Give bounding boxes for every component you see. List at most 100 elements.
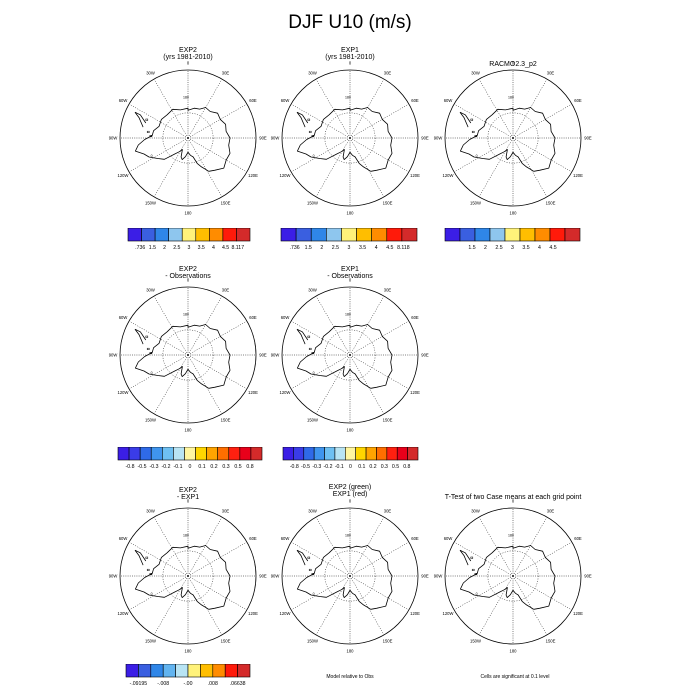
colorbar-box bbox=[303, 447, 315, 461]
colorbar-box bbox=[313, 447, 325, 461]
coast-label: 180 bbox=[508, 96, 514, 100]
meridian-line bbox=[349, 137, 385, 198]
meridian-line bbox=[290, 103, 351, 139]
panel-title-exp2-obs: EXP2- Observations bbox=[88, 266, 288, 280]
colorbar-tick-label: 0 bbox=[189, 464, 192, 470]
meridian-label: 150E bbox=[546, 639, 556, 644]
meridian-label: 60E bbox=[411, 98, 419, 103]
meridian-line bbox=[187, 354, 223, 415]
antarctic-peninsula bbox=[134, 111, 147, 128]
colorbar-tick-label: 3.5 bbox=[359, 245, 366, 251]
significance-note: Cells are significant at 0.1 level bbox=[480, 674, 550, 680]
meridian-label: 120W bbox=[118, 173, 129, 178]
meridian-label: 120W bbox=[443, 173, 454, 178]
colorbar-box bbox=[534, 228, 551, 242]
meridian-label: 30E bbox=[547, 509, 555, 514]
meridian-label: 180 bbox=[347, 211, 355, 216]
colorbar-box bbox=[138, 664, 152, 678]
colorbar-tick-label: 3 bbox=[348, 245, 351, 251]
meridian-line bbox=[512, 541, 573, 577]
colorbar-tick-label: 2 bbox=[163, 245, 166, 251]
meridian-label: 150W bbox=[470, 639, 481, 644]
coast-label: 180 bbox=[183, 534, 189, 538]
meridian-label: 60E bbox=[249, 98, 257, 103]
meridian-label: 30E bbox=[384, 509, 392, 514]
colorbar-box bbox=[150, 447, 163, 461]
colorbar-tick-label: -0.2 bbox=[162, 464, 171, 470]
meridian-line bbox=[349, 103, 410, 139]
colorbar-box bbox=[184, 447, 196, 461]
colorbar-tick-label: -0.3 bbox=[312, 464, 321, 470]
colorbar-tick-label: 3.5 bbox=[522, 245, 529, 251]
colorbar-tick-label: -0.8 bbox=[290, 464, 299, 470]
meridian-label: 0 bbox=[349, 61, 352, 66]
meridian-line bbox=[290, 137, 351, 173]
island-outline bbox=[145, 118, 149, 121]
colorbar-box bbox=[222, 228, 237, 242]
coast-label: 180 bbox=[345, 96, 351, 100]
coast-label: 0 bbox=[313, 592, 315, 596]
map-boundary bbox=[119, 507, 257, 645]
colorbar-tick-label: 4.5 bbox=[549, 245, 556, 251]
colorbar-box bbox=[345, 447, 356, 461]
meridian-label: 120E bbox=[410, 390, 420, 395]
meridian-line bbox=[478, 137, 514, 198]
colorbar-tick-label: .06638 bbox=[230, 681, 246, 687]
meridian-line bbox=[315, 516, 351, 577]
colorbar-box bbox=[341, 228, 357, 242]
colorbar-box bbox=[356, 228, 372, 242]
meridian-label: 30E bbox=[384, 71, 392, 76]
meridian-line bbox=[128, 103, 189, 139]
meridian-label: 90E bbox=[584, 136, 592, 141]
meridian-line bbox=[349, 575, 385, 636]
meridian-label: 120E bbox=[248, 173, 258, 178]
island-outline bbox=[145, 556, 149, 559]
polar-map-exp2-vs-exp1: 0 30E 60E 90E 120E 150E 180 150W 120W 90W 60W 30W 18… bbox=[271, 499, 429, 654]
polar-map-ttest: 0 30E 60E 90E 120E 150E 180 150W 120W 90W 60W 30W 18… bbox=[434, 499, 592, 654]
meridian-label: 30W bbox=[308, 288, 317, 293]
meridian-label: 120W bbox=[118, 611, 129, 616]
meridian-line bbox=[187, 541, 248, 577]
meridian-label: 180 bbox=[185, 211, 193, 216]
antarctic-peninsula bbox=[296, 328, 309, 345]
antarctic-coastline bbox=[297, 545, 393, 610]
polar-map-exp1-obs: 0 30E 60E 90E 120E 150E 180 150W 120W 90W 60W 30W 18… bbox=[271, 278, 429, 433]
meridian-label: 150W bbox=[145, 201, 156, 206]
meridian-label: 60W bbox=[119, 536, 128, 541]
meridian-label: 90E bbox=[259, 136, 267, 141]
colorbar-tick-label: 2.5 bbox=[495, 245, 502, 251]
colorbar-tick-label: 1.5 bbox=[149, 245, 156, 251]
colorbar-tick-label: -.00 bbox=[184, 681, 193, 687]
meridian-label: 120W bbox=[280, 173, 291, 178]
meridian-label: 60E bbox=[249, 315, 257, 320]
colorbar-box bbox=[195, 447, 207, 461]
colorbar-box bbox=[396, 447, 408, 461]
panel-title-exp1-obs: EXP1- Observations bbox=[250, 266, 450, 280]
meridian-line bbox=[478, 516, 514, 577]
panel-title-line: EXP2 (green) bbox=[328, 484, 372, 491]
meridian-label: 30E bbox=[222, 288, 230, 293]
colorbar-box bbox=[237, 664, 251, 678]
colorbar-cb-exp1-obs: -0.8 -0.5 -0.3 -0.2 -0.1 0 0.1 0.2 0.3 0.5 0.8 bbox=[282, 447, 419, 470]
colorbar-box bbox=[564, 228, 581, 242]
panel-title-exp2-vs-exp1: EXP2 (green) EXP1 (red) bbox=[250, 484, 450, 498]
meridian-label: 0 bbox=[512, 61, 515, 66]
island-outline bbox=[308, 347, 312, 350]
meridian-label: 90E bbox=[259, 574, 267, 579]
island-outline bbox=[471, 568, 475, 571]
colorbar-tick-label: 0.3 bbox=[222, 464, 229, 470]
meridian-label: 0 bbox=[349, 499, 352, 504]
meridian-line bbox=[478, 575, 514, 636]
colorbar-box bbox=[310, 228, 327, 242]
meridian-line bbox=[128, 320, 189, 356]
island-outline bbox=[146, 347, 150, 350]
colorbar-box bbox=[162, 447, 174, 461]
meridian-line bbox=[349, 541, 410, 577]
meridian-line bbox=[453, 137, 514, 173]
meridian-line bbox=[512, 137, 548, 198]
meridian-line bbox=[153, 575, 189, 636]
meridian-label: 60W bbox=[119, 98, 128, 103]
coast-label: 180 bbox=[508, 534, 514, 538]
colorbar-box bbox=[128, 447, 141, 461]
coast-label: 180 bbox=[345, 534, 351, 538]
